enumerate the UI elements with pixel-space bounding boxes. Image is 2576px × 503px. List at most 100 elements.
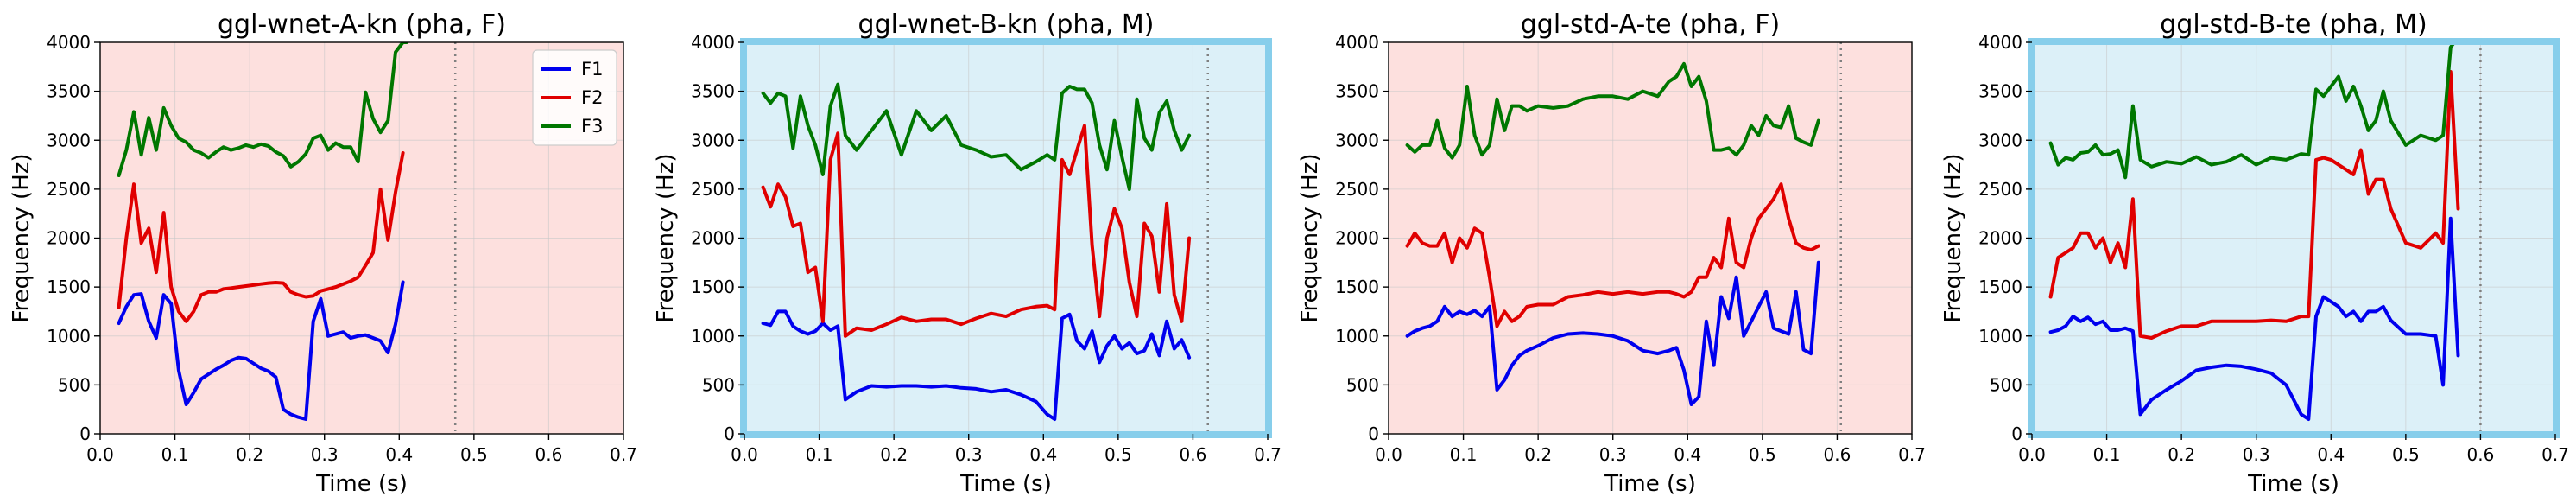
chart-title: ggl-wnet-A-kn (pha, F): [218, 10, 506, 40]
y-tick-label: 1500: [1335, 277, 1379, 297]
series-line-f1: [117, 280, 405, 421]
series-line-f1: [2048, 216, 2460, 421]
series-line-f3: [1405, 61, 1820, 160]
x-tick-label: 0.7: [610, 444, 637, 465]
x-tick-label: 0.3: [955, 444, 983, 465]
x-tick-label: 0.6: [535, 444, 563, 465]
x-tick-label: 0.2: [236, 444, 263, 465]
y-tick-label: 3000: [691, 130, 735, 150]
y-tick-label: 3500: [691, 81, 735, 102]
series-group: [1405, 61, 1820, 406]
chart-panel-2: 0.0 0.1 0.2 0.3 0.4 0.5 0.6 0.7 0 500 1000 1500 2000…: [653, 10, 1282, 497]
x-tick-label: 0.7: [2541, 444, 2569, 465]
y-tick-label: 500: [1990, 374, 2022, 395]
x-tick-label: 0.0: [731, 444, 758, 465]
x-tick-label: 0.5: [2392, 444, 2420, 465]
y-axis-label: Frequency (Hz): [653, 153, 679, 322]
x-tick-label: 0.4: [1674, 444, 1701, 465]
series-group: [761, 82, 1192, 421]
y-tick-label: 2000: [691, 228, 735, 249]
y-axis-label: Frequency (Hz): [9, 153, 35, 322]
y-tick-label: 1000: [691, 326, 735, 347]
x-tick-label: 0.4: [1029, 444, 1057, 465]
y-tick-label: 4000: [1335, 32, 1379, 53]
x-tick-label: 0.6: [1180, 444, 1207, 465]
series-line-f2: [761, 124, 1192, 338]
series-line-f3: [117, 42, 408, 177]
y-tick-label: 3500: [1978, 81, 2022, 102]
series-group: [117, 42, 408, 421]
chart-panel-1: 0.0 0.1 0.2 0.3 0.4 0.5 0.6 0.7 0 500 1000 1500 2000…: [9, 10, 637, 497]
legend-label-f1: F1: [581, 59, 603, 80]
x-tick-label: 0.7: [1898, 444, 1926, 465]
y-tick-label: 1500: [47, 277, 91, 297]
y-tick-label: 1000: [47, 326, 91, 347]
x-tick-label: 0.3: [311, 444, 339, 465]
y-tick-label: 2000: [1335, 228, 1379, 249]
x-tick-label: 0.2: [880, 444, 908, 465]
y-tick-label: 0: [79, 423, 91, 444]
x-tick-label: 0.5: [1749, 444, 1776, 465]
series-line-f3: [761, 82, 1192, 191]
series-line-f3: [2048, 42, 2457, 180]
series-line-f1: [1405, 260, 1820, 406]
y-tick-label: 3000: [1335, 130, 1379, 150]
y-tick-label: 500: [58, 374, 91, 395]
legend-box: [532, 49, 617, 146]
series-line-f2: [2048, 70, 2460, 340]
x-tick-label: 0.6: [1824, 444, 1851, 465]
x-tick-label: 0.3: [1599, 444, 1627, 465]
x-tick-label: 0.0: [86, 444, 114, 465]
x-tick-label: 0.0: [2018, 444, 2046, 465]
x-tick-label: 0.4: [2317, 444, 2345, 465]
x-axis-label: Time (s): [959, 471, 1052, 497]
series-line-f2: [1405, 182, 1820, 328]
y-axis-label: Frequency (Hz): [1940, 153, 1966, 322]
series-line-f2: [117, 151, 405, 323]
series-line-f1: [761, 309, 1192, 421]
y-tick-label: 500: [702, 374, 735, 395]
chart-panel-4: 0.0 0.1 0.2 0.3 0.4 0.5 0.6 0.7 0 500 1000 1500 2000…: [1940, 10, 2569, 497]
legend: F1 F2 F3: [532, 49, 617, 146]
chart-title: ggl-wnet-B-kn (pha, M): [858, 10, 1155, 40]
x-tick-label: 0.1: [806, 444, 833, 465]
y-tick-label: 4000: [691, 32, 735, 53]
x-tick-label: 0.5: [1104, 444, 1132, 465]
y-tick-label: 2500: [691, 179, 735, 200]
y-tick-label: 4000: [47, 32, 91, 53]
y-tick-label: 3500: [1335, 81, 1379, 102]
y-tick-label: 1500: [1978, 277, 2022, 297]
x-tick-label: 0.4: [385, 444, 413, 465]
x-tick-label: 0.3: [2243, 444, 2270, 465]
y-tick-label: 3000: [1978, 130, 2022, 150]
legend-label-f3: F3: [581, 116, 603, 137]
x-tick-label: 0.1: [161, 444, 189, 465]
x-tick-label: 0.5: [460, 444, 488, 465]
chart-title: ggl-std-B-te (pha, M): [2160, 10, 2427, 40]
x-axis-label: Time (s): [2247, 471, 2339, 497]
y-tick-label: 4000: [1978, 32, 2022, 53]
legend-label-f2: F2: [581, 87, 603, 108]
y-tick-label: 1500: [691, 277, 735, 297]
x-tick-label: 0.6: [2467, 444, 2495, 465]
y-tick-label: 500: [1346, 374, 1379, 395]
y-tick-label: 1000: [1335, 326, 1379, 347]
y-tick-label: 0: [2011, 423, 2022, 444]
y-tick-label: 2500: [1335, 179, 1379, 200]
x-tick-label: 0.1: [1450, 444, 1478, 465]
x-tick-label: 0.0: [1375, 444, 1402, 465]
y-tick-label: 2000: [47, 228, 91, 249]
y-axis-label: Frequency (Hz): [1297, 153, 1323, 322]
chart-panel-3: 0.0 0.1 0.2 0.3 0.4 0.5 0.6 0.7 0 500 1000 1500 2000…: [1297, 10, 1926, 497]
x-tick-label: 0.2: [1524, 444, 1552, 465]
y-tick-label: 3500: [47, 81, 91, 102]
x-axis-label: Time (s): [1604, 471, 1696, 497]
x-tick-label: 0.2: [2168, 444, 2195, 465]
y-tick-label: 2500: [1978, 179, 2022, 200]
y-tick-label: 0: [724, 423, 735, 444]
chart-title: ggl-std-A-te (pha, F): [1521, 10, 1780, 40]
y-tick-label: 1000: [1978, 326, 2022, 347]
x-tick-label: 0.7: [1254, 444, 1282, 465]
